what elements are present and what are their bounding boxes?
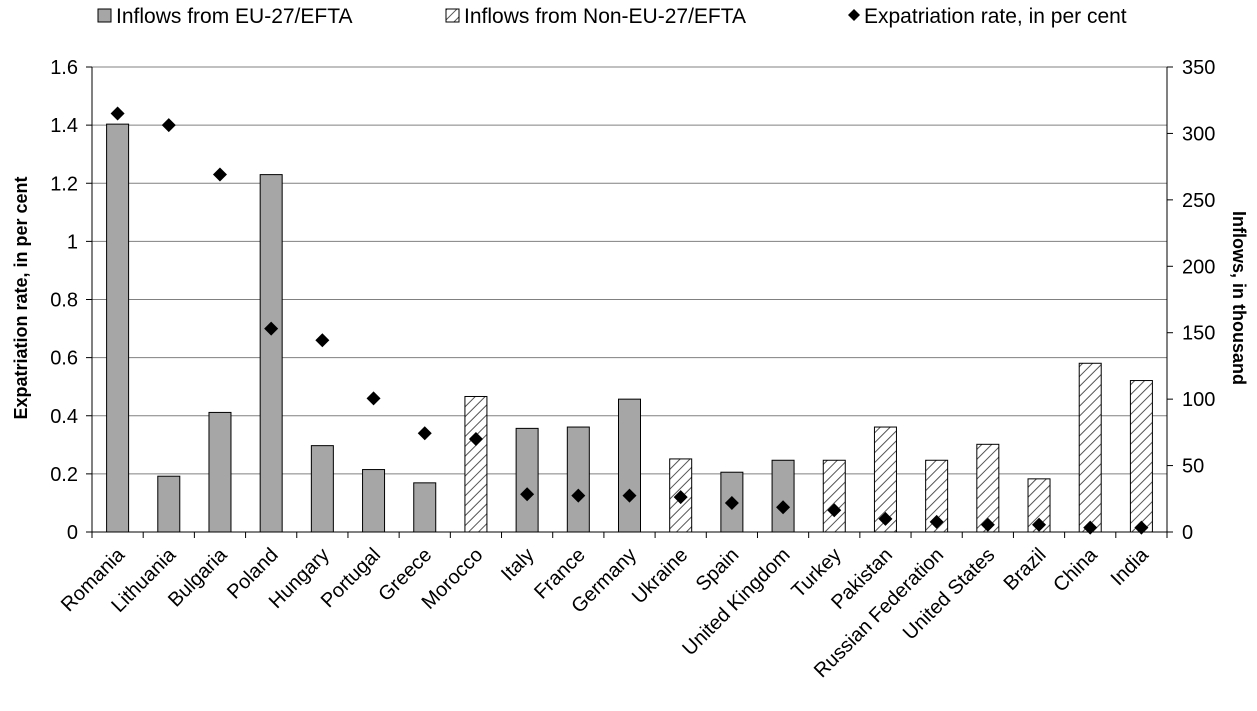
rate-marker	[468, 432, 483, 446]
category-label: Brazil	[1000, 544, 1051, 595]
legend-item-rate: Expatriation rate, in per cent	[848, 5, 1127, 28]
right-axis-title: Inflows, in thousand	[1229, 211, 1249, 385]
bar	[310, 445, 334, 533]
right-tick-label: 350	[1182, 57, 1215, 79]
left-tick-label: 0.6	[50, 348, 78, 370]
bar	[1129, 380, 1153, 533]
category-labels: RomaniaLithuaniaBulgariaPolandHungaryPor…	[57, 543, 1154, 682]
bar	[362, 469, 386, 533]
left-axis-title: Expatriation rate, in per cent	[11, 176, 31, 419]
rate-marker	[366, 391, 381, 406]
left-tick-label: 0.8	[50, 290, 78, 312]
rate-marker	[1032, 517, 1047, 532]
rate-marker	[315, 333, 330, 348]
bar	[515, 427, 539, 533]
category-label: Italy	[497, 544, 538, 585]
bars	[106, 123, 1153, 533]
bar	[259, 174, 283, 533]
legend-item-non-eu: Inflows from Non-EU-27/EFTA	[445, 5, 746, 28]
category-label: Ukraine	[628, 544, 692, 608]
left-tick-label: 1.2	[50, 173, 78, 195]
right-tick-label: 100	[1182, 389, 1215, 411]
bar	[566, 426, 590, 533]
rate-marker	[520, 487, 535, 502]
category-label: China	[1049, 543, 1102, 596]
bar	[822, 459, 846, 533]
rate-marker	[673, 490, 688, 505]
rate-marker	[724, 495, 739, 510]
legend: Inflows from EU-27/EFTA Inflows from Non…	[97, 5, 1127, 28]
bar	[413, 482, 437, 533]
left-axis-ticks: 0 0.2 0.4 0.6 0.8 1 1.2 1.4 1.6	[50, 57, 92, 544]
left-tick-label: 1.6	[50, 57, 78, 79]
rate-marker	[417, 426, 432, 441]
bar	[106, 123, 130, 533]
bar	[618, 398, 641, 533]
rate-marker	[878, 511, 893, 526]
bar	[464, 395, 488, 533]
rate-marker	[929, 514, 944, 529]
bar	[157, 475, 181, 533]
rate-marker	[827, 503, 842, 518]
category-label: United States	[899, 544, 999, 644]
right-tick-label: 250	[1182, 190, 1215, 212]
rate-marker	[622, 488, 637, 503]
rate-marker	[161, 118, 176, 133]
left-tick-label: 1	[67, 231, 78, 253]
legend-swatch-rate	[848, 9, 860, 21]
axis-lines	[91, 67, 1168, 538]
rate-marker	[776, 500, 791, 515]
category-label: India	[1107, 543, 1154, 590]
left-tick-label: 0.2	[50, 464, 78, 486]
bar	[1078, 362, 1102, 533]
right-tick-label: 300	[1182, 123, 1215, 145]
right-tick-label: 50	[1182, 456, 1204, 478]
rate-marker	[110, 106, 125, 121]
legend-label-non-eu: Inflows from Non-EU-27/EFTA	[464, 5, 746, 28]
legend-item-eu: Inflows from EU-27/EFTA	[97, 5, 353, 28]
right-tick-label: 200	[1182, 256, 1215, 278]
right-axis-ticks: 0 50 100 150 200 250 300 350	[1167, 57, 1215, 544]
rate-marker	[212, 167, 227, 182]
left-tick-label: 1.4	[50, 115, 78, 137]
bar	[771, 459, 795, 533]
right-tick-label: 150	[1182, 323, 1215, 345]
rate-marker	[980, 517, 995, 532]
markers	[110, 106, 1149, 535]
rate-marker	[1134, 520, 1149, 535]
legend-swatch-non-eu	[445, 8, 460, 23]
rate-marker	[1083, 520, 1098, 535]
rate-marker	[571, 488, 586, 503]
right-tick-label: 0	[1182, 522, 1193, 544]
left-tick-label: 0.4	[50, 406, 78, 428]
bar	[208, 411, 232, 533]
legend-label-rate: Expatriation rate, in per cent	[864, 5, 1127, 28]
legend-label-eu: Inflows from EU-27/EFTA	[116, 5, 353, 28]
legend-swatch-eu	[97, 8, 112, 23]
rate-marker	[264, 321, 279, 336]
left-tick-label: 0	[67, 522, 78, 544]
